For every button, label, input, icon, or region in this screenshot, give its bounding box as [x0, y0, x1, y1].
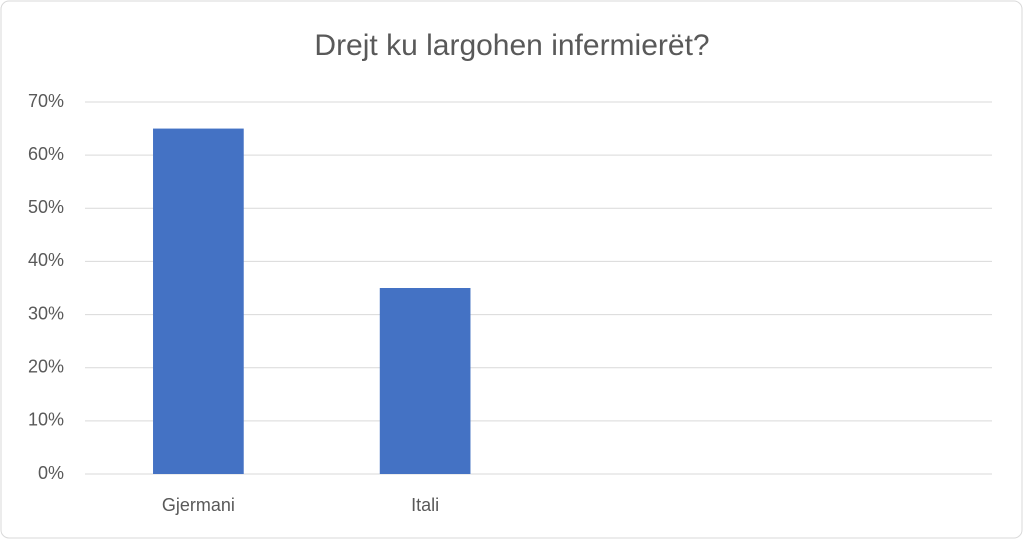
bar	[379, 288, 471, 474]
y-tick-label: 40%	[28, 250, 64, 270]
y-tick-label: 20%	[28, 356, 64, 376]
y-tick-label: 60%	[28, 144, 64, 164]
bar	[153, 128, 244, 475]
x-tick-label: Itali	[411, 495, 439, 515]
y-tick-label: 0%	[38, 463, 64, 483]
x-tick-label: Gjermani	[162, 495, 235, 515]
y-tick-label: 10%	[28, 410, 64, 430]
y-tick-label: 50%	[28, 197, 64, 217]
chart-title: Drejt ku largohen infermierët?	[314, 29, 709, 62]
y-tick-label: 70%	[28, 91, 64, 111]
y-tick-label: 30%	[28, 303, 64, 323]
